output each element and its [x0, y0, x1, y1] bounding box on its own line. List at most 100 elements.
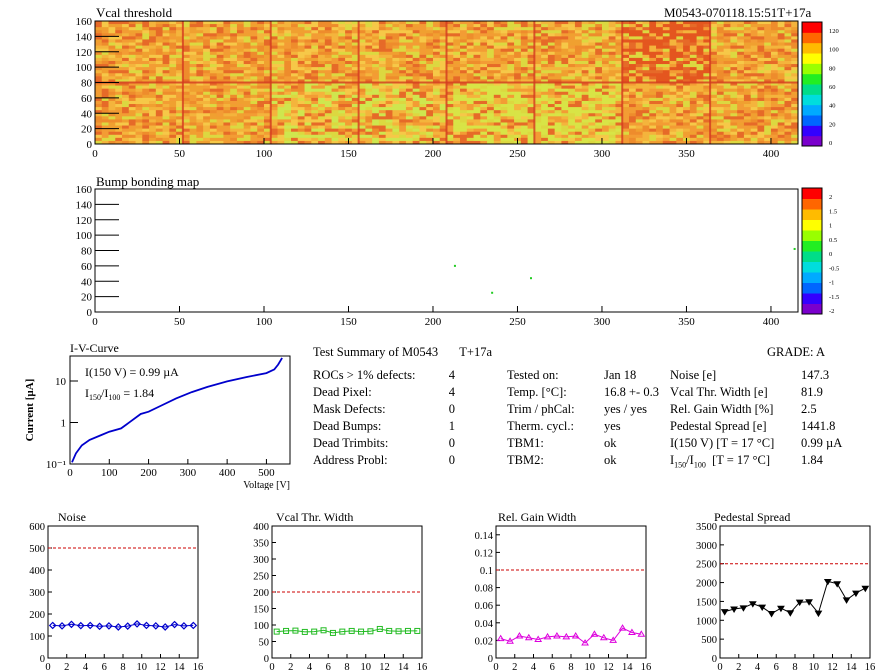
pixel-cell [149, 97, 157, 102]
pixel-cell [656, 54, 664, 59]
pixel-cell [473, 91, 481, 96]
pixel-cell [723, 76, 731, 80]
pixel-cell [601, 88, 610, 93]
pixel-cell [683, 42, 691, 46]
pixel-cell [561, 119, 569, 123]
pixel-cell [764, 107, 772, 111]
pixel-cell [689, 73, 697, 77]
pixel-cell [453, 113, 461, 117]
pixel-cell [487, 85, 495, 89]
pixel-cell [608, 54, 616, 59]
pixel-cell [595, 91, 603, 96]
pixel-cell [345, 39, 353, 43]
pixel-cell [730, 91, 738, 96]
pixel-cell [446, 94, 454, 99]
pixel-cell [764, 45, 772, 49]
pixel-cell [135, 64, 143, 68]
pixel-cell [703, 42, 711, 46]
pixel-cell [662, 73, 670, 77]
pixel-cell [507, 51, 515, 56]
pixel-cell [770, 60, 779, 65]
pixel-cell [608, 91, 616, 96]
pixel-cell [345, 67, 353, 71]
pixel-cell [304, 113, 312, 117]
pixel-cell [730, 70, 738, 74]
pixel-cell [480, 57, 488, 62]
pixel-cell [115, 45, 123, 49]
pixel-cell [649, 104, 657, 108]
pixel-cell [527, 51, 535, 56]
pixel-cell [703, 45, 711, 49]
pixel-cell [453, 137, 461, 142]
pixel-cell [142, 128, 150, 132]
pixel-cell [460, 97, 468, 102]
pixel-cell [392, 104, 400, 108]
pixel-cell [392, 122, 400, 126]
pixel-cell [642, 33, 650, 37]
pixel-cell [601, 48, 610, 53]
pixel-cell [446, 33, 454, 37]
pixel-cell [277, 60, 285, 65]
y-tick-label: 120 [76, 47, 93, 59]
pixel-cell [764, 67, 772, 71]
pixel-cell [730, 36, 738, 40]
pixel-cell [122, 91, 130, 96]
pixel-cell [601, 85, 610, 89]
pixel-cell [419, 82, 427, 86]
pixel-cell [622, 134, 630, 139]
x-tick-label: 12 [603, 662, 614, 672]
pixel-cell [101, 140, 109, 145]
pixel-cell [284, 140, 292, 145]
summary-row: Therm. cycl.: yes [507, 419, 667, 436]
x-tick-label: 14 [398, 662, 409, 672]
pixel-cell [426, 119, 434, 123]
pixel-cell [182, 48, 190, 53]
pixel-cell [723, 104, 731, 108]
pixel-cell [480, 54, 488, 59]
pixel-cell [527, 97, 535, 102]
pixel-cell [372, 107, 380, 111]
pixel-cell [466, 54, 474, 59]
pixel-cell [791, 140, 799, 145]
pixel-cell [358, 125, 366, 129]
pixel-cell [419, 24, 427, 28]
pixel-cell [155, 27, 163, 31]
pixel-cell [236, 94, 245, 99]
pixel-cell [412, 76, 420, 80]
result-value: 81.9 [801, 385, 823, 399]
pixel-cell [649, 82, 657, 86]
pixel-cell [419, 97, 427, 102]
pixel-cell [615, 30, 623, 34]
pixel-cell [351, 137, 359, 142]
pixel-cell [764, 110, 772, 114]
pixel-cell [284, 137, 292, 142]
pixel-cell [764, 131, 772, 136]
pixel-cell [196, 27, 204, 31]
pixel-cell [460, 79, 468, 83]
pixel-cell [696, 128, 704, 132]
x-tick-label: 14 [622, 662, 633, 672]
pixel-cell [581, 54, 589, 59]
pixel-cell [588, 100, 596, 105]
pixel-cell [480, 134, 488, 139]
pixel-cell [155, 94, 163, 99]
pixel-cell [432, 104, 441, 108]
pixel-cell [331, 27, 339, 31]
pixel-cell [743, 36, 751, 40]
condition-value: Jan 18 [604, 368, 637, 382]
pixel-cell [392, 36, 400, 40]
pixel-cell [351, 73, 359, 77]
pixel-cell [595, 116, 603, 120]
y-tick-label: 250 [253, 572, 269, 583]
pixel-cell [243, 100, 251, 105]
pixel-cell [453, 104, 461, 108]
pixel-cell [196, 94, 204, 99]
pixel-cell [189, 137, 197, 142]
pixel-cell [581, 33, 589, 37]
pixel-cell [629, 67, 637, 71]
y-tick-label: 0.06 [475, 601, 493, 612]
pixel-cell [629, 42, 637, 46]
pixel-cell [257, 94, 265, 99]
pixel-cell [595, 39, 603, 43]
pixel-cell [135, 107, 143, 111]
